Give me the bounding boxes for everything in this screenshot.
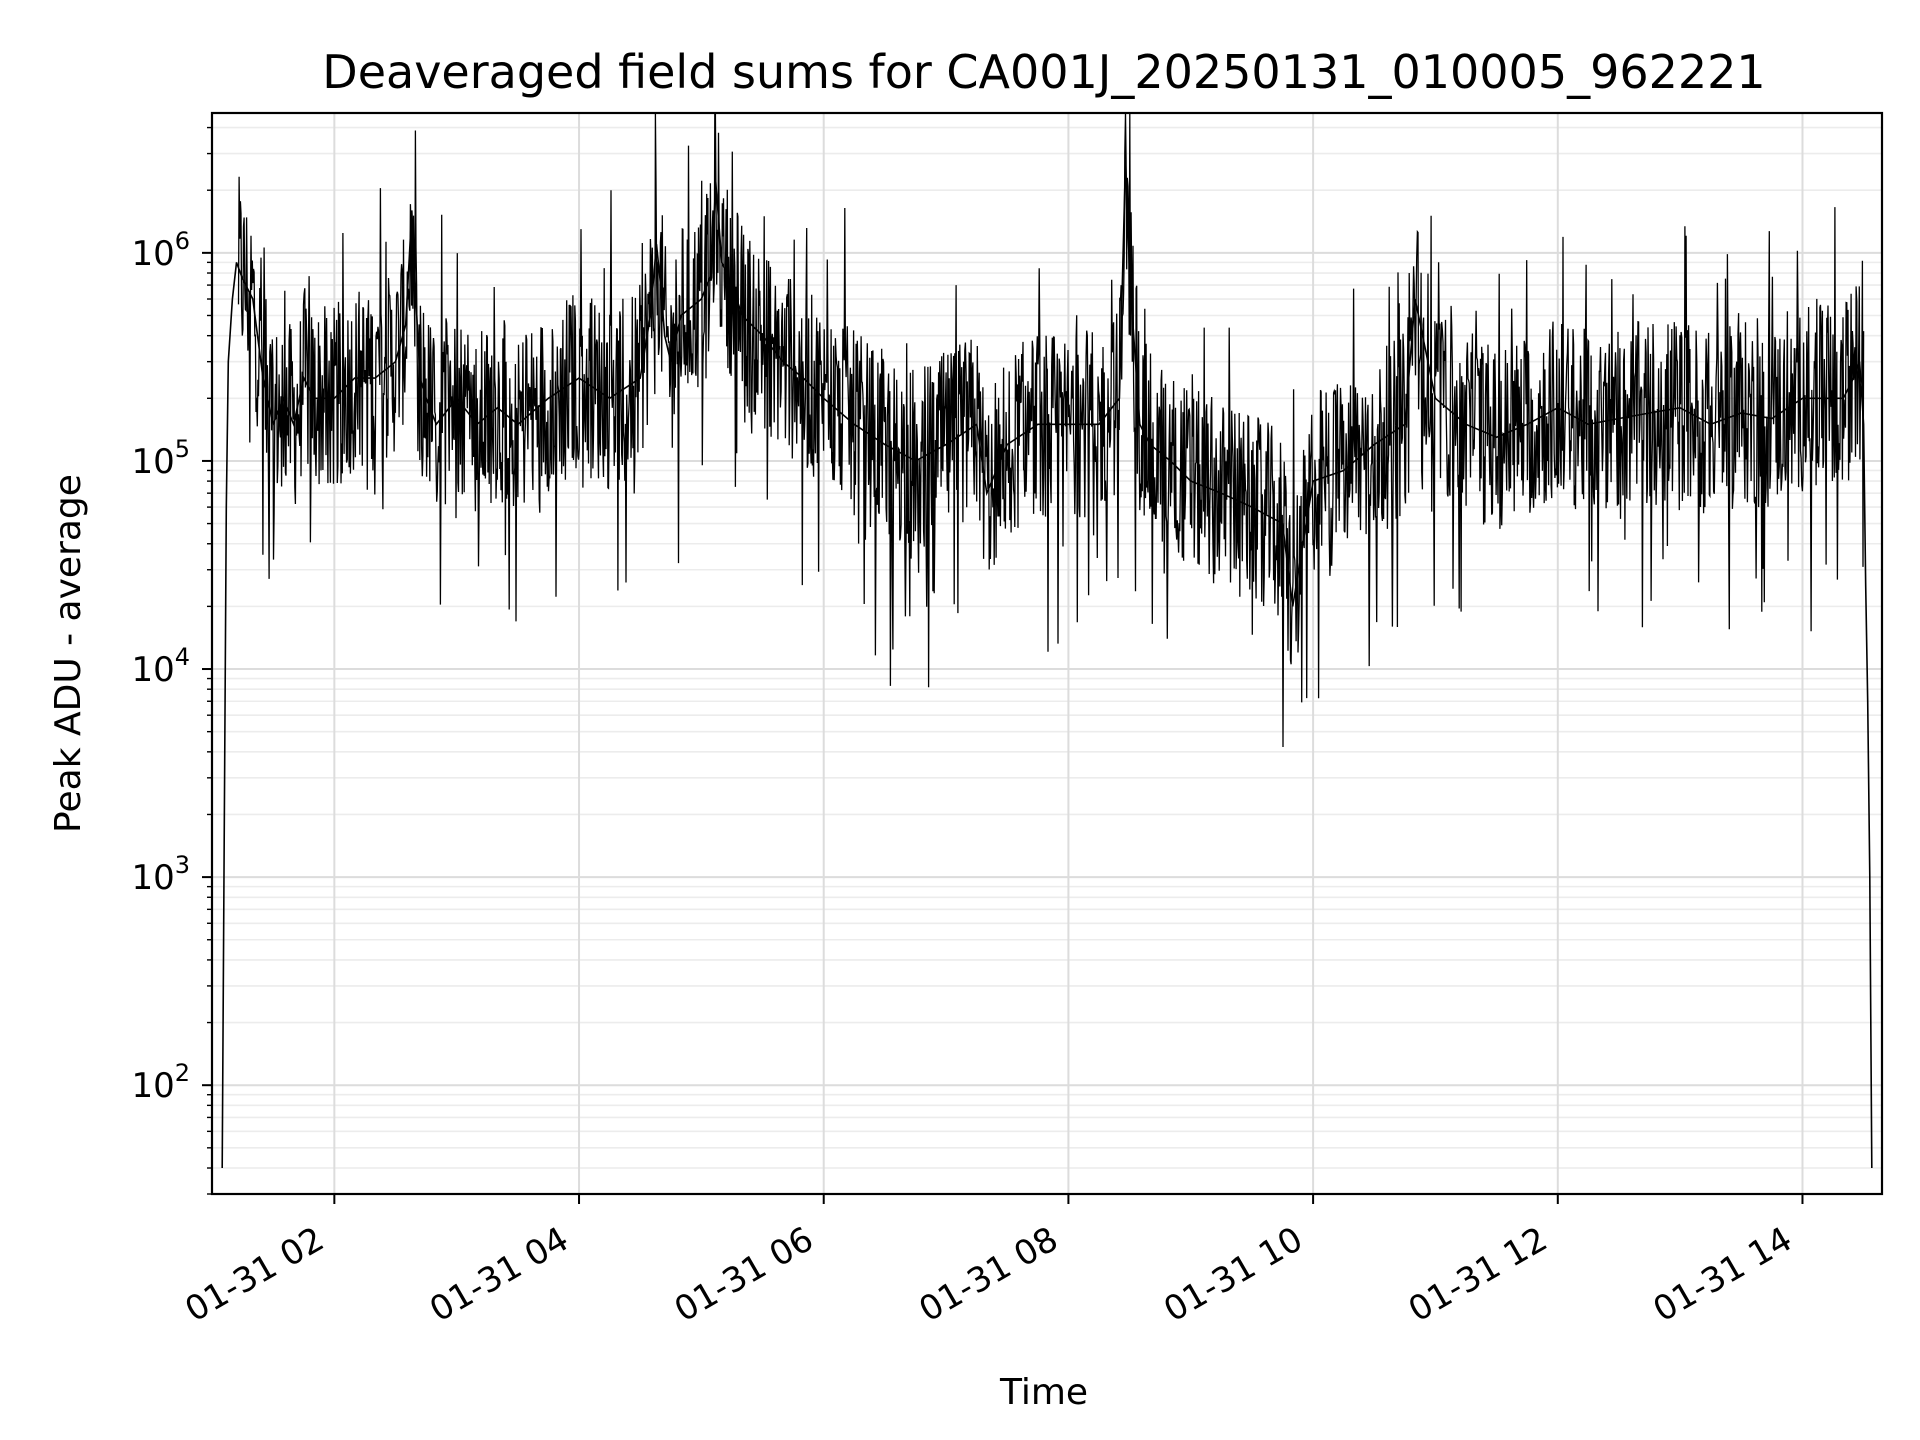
y-tick-label: 106 [131, 227, 190, 274]
grid [212, 113, 1882, 1195]
y-tick-label: 105 [131, 435, 190, 482]
chart-title: Deaveraged field sums for CA001J_2025013… [322, 45, 1765, 99]
y-axis-title: Peak ADU - average [48, 474, 89, 833]
y-tick-label: 104 [131, 643, 190, 690]
plot-frame [210, 111, 1884, 1196]
data-line [221, 111, 1873, 1169]
y-tick-label: 102 [131, 1059, 190, 1106]
y-tick-label: 103 [131, 851, 190, 898]
series-line-detail [237, 111, 1865, 748]
y-axis: 102 103 104 105 106 [131, 126, 212, 1195]
x-axis-title: Time [999, 1372, 1088, 1413]
